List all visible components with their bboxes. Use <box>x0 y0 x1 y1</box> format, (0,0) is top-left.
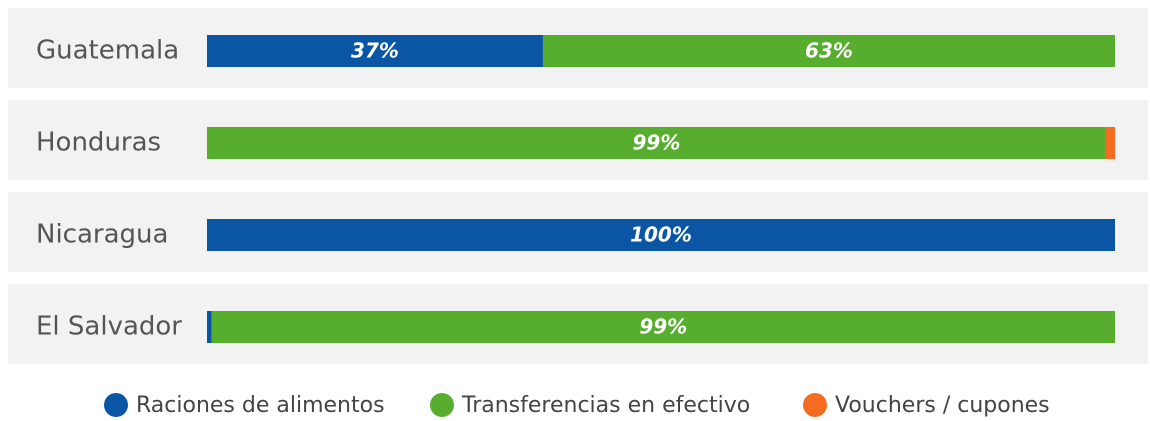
bar-segment <box>207 35 543 67</box>
legend-marker <box>803 393 827 417</box>
legend-label: Vouchers / cupones <box>835 393 1050 417</box>
bar-segment <box>207 127 1106 159</box>
legend-label: Raciones de alimentos <box>136 393 385 417</box>
legend-marker <box>430 393 454 417</box>
category-label: Guatemala <box>36 36 179 66</box>
legend-label: Transferencias en efectivo <box>461 393 750 417</box>
value-label: 37% <box>351 39 399 63</box>
category-label: El Salvador <box>36 312 182 342</box>
category-label: Honduras <box>36 128 161 158</box>
bar-segment <box>207 219 1115 251</box>
bar-segment <box>1105 127 1115 159</box>
category-label: Nicaragua <box>36 220 168 250</box>
legend-marker <box>104 393 128 417</box>
bar-segment <box>542 35 1115 67</box>
value-label: 99% <box>639 315 687 339</box>
bar-segment <box>211 311 1116 343</box>
value-label: 100% <box>630 223 692 247</box>
value-label: 63% <box>805 39 853 63</box>
value-label: 99% <box>633 131 681 155</box>
bar-segment <box>207 311 212 343</box>
